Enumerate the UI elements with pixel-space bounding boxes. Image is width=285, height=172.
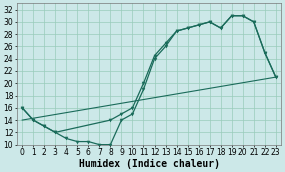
X-axis label: Humidex (Indice chaleur): Humidex (Indice chaleur): [78, 158, 219, 169]
